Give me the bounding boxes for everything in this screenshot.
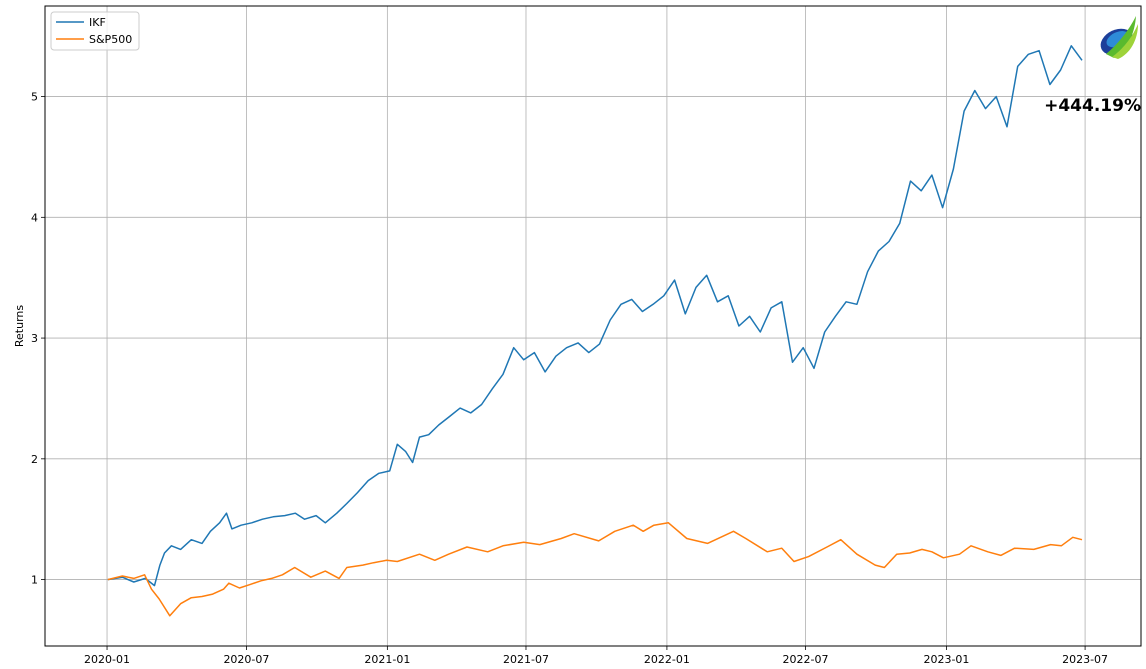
series-line-0 [107,45,1083,587]
series-lines [107,45,1083,617]
leaf-swoosh-logo-icon [1100,16,1138,59]
plot-frame [44,5,1142,647]
y-tick-label: 2 [31,453,38,466]
legend: IKF S&P500 [50,11,140,51]
x-tick-label: 2022-01 [644,653,690,666]
x-tick-label: 2021-07 [503,653,549,666]
x-tick-label: 2022-07 [783,653,829,666]
axes: 2020-01 2020-07 2021-01 2021-07 2022-01 2022-… [31,91,1108,666]
series-line-1 [107,522,1083,617]
y-axis-title: Returns [13,305,26,348]
total-return-annotation: +444.19% [1044,96,1141,116]
x-tick-label: 2020-01 [84,653,130,666]
x-tick-label: 2020-07 [223,653,269,666]
x-tick-label: 2023-01 [923,653,969,666]
grid-lines [45,6,1141,646]
legend-label: IKF [89,16,106,29]
x-tick-label: 2021-01 [364,653,410,666]
y-tick-label: 4 [31,211,38,224]
y-tick-label: 5 [31,91,38,104]
plot-background [45,6,1141,646]
y-tick-label: 1 [31,574,38,587]
x-tick-label: 2023-07 [1062,653,1108,666]
y-tick-label: 3 [31,332,38,345]
legend-label: S&P500 [89,33,132,46]
